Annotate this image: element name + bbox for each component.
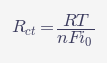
Text: $R_{ct} = \dfrac{RT}{nFi_0}$: $R_{ct} = \dfrac{RT}{nFi_0}$ <box>11 12 94 49</box>
